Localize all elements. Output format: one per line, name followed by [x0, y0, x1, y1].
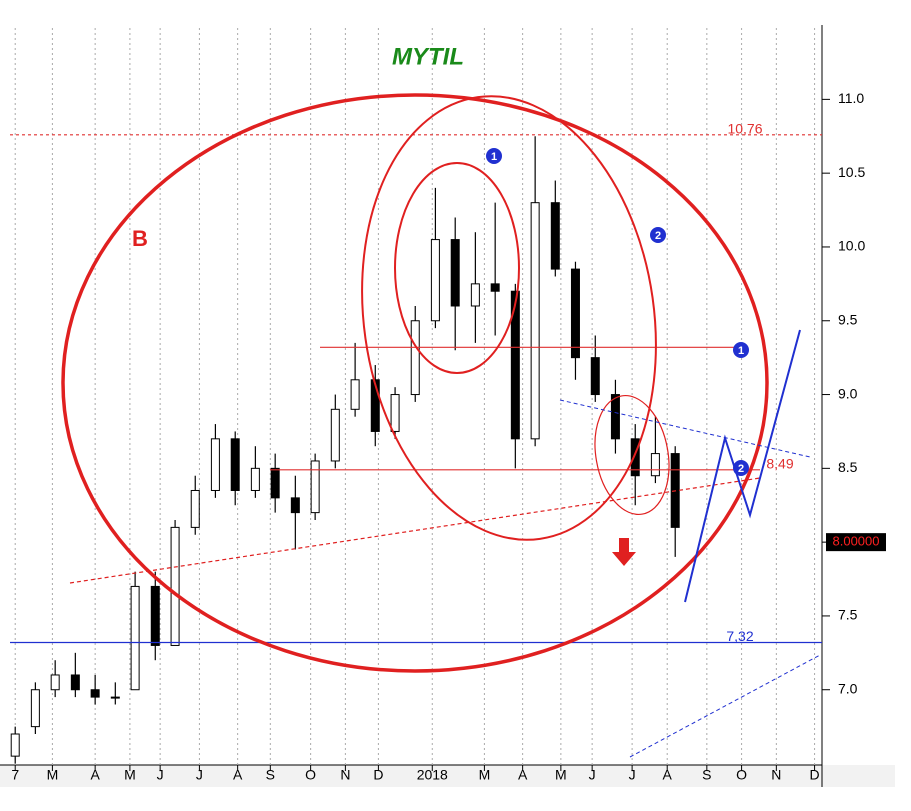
candle-body [530, 202, 540, 440]
arrow-down [612, 538, 636, 566]
candle-body [90, 689, 100, 698]
projection [559, 329, 821, 758]
x-tick-label: M [124, 767, 136, 783]
level-label: 10,76 [727, 120, 762, 136]
candle-body [650, 453, 660, 477]
x-tick-label: 2018 [417, 767, 448, 783]
candle-body [130, 585, 140, 691]
y-tick-label: 7.5 [838, 607, 858, 623]
candle-body [410, 320, 420, 396]
x-tick-label: J [157, 767, 164, 783]
candle-body [570, 268, 580, 359]
y-tick-label: 7.0 [838, 680, 858, 696]
annotation: 1 [738, 345, 744, 357]
candle-body [550, 202, 560, 270]
last-price-box [826, 533, 886, 552]
projection-path [684, 329, 801, 603]
y-tick-label: 10.0 [838, 238, 865, 254]
candle-body [290, 497, 300, 514]
level-label: 8,49 [766, 456, 793, 472]
candle-body [590, 357, 600, 396]
candle-body [50, 674, 60, 691]
chart-title: MYTIL [392, 43, 464, 70]
x-tick-label: M [479, 767, 491, 783]
x-tick-label: A [663, 767, 673, 783]
x-tick-label: M [47, 767, 59, 783]
candle-body [150, 585, 160, 646]
y-tick-label: 8.5 [838, 459, 858, 475]
candle-body [210, 438, 220, 491]
ellipse-inner [394, 162, 520, 374]
ellipse-1 [361, 95, 657, 541]
ellipses [61, 93, 769, 673]
x-tick-label: M [555, 767, 567, 783]
candle-body [190, 489, 200, 528]
annotation-marker [733, 342, 749, 358]
y-tick-label: 11.0 [838, 90, 864, 106]
last-price-label: 8.00000 [833, 534, 880, 549]
x-tick-label: N [771, 767, 781, 783]
candle-body [230, 438, 240, 491]
grid [14, 28, 830, 771]
x-tick-label: A [518, 767, 528, 783]
annotation-marker [733, 460, 749, 476]
candle-body [510, 290, 520, 440]
candle-body [370, 379, 380, 432]
candle-body [630, 438, 640, 477]
level-label: 7,32 [726, 628, 753, 644]
x-tick-label: N [340, 767, 350, 783]
x-tick-label: 7 [11, 767, 19, 783]
candle-body [390, 394, 400, 432]
candle-body [430, 239, 440, 322]
y-tick-label: 10.5 [838, 164, 865, 180]
x-tick-label: A [90, 767, 100, 783]
candle-body [350, 379, 360, 410]
candle-body [10, 733, 20, 757]
candle-body [610, 394, 620, 440]
annotation: B [132, 226, 148, 251]
x-tick-label: J [629, 767, 636, 783]
x-tick-label: J [589, 767, 596, 783]
x-tick-label: D [810, 767, 820, 783]
annotation-marker [486, 148, 502, 164]
ellipse-small [594, 394, 670, 516]
x-tick-label: J [196, 767, 203, 783]
candle-body [270, 467, 280, 499]
x-tick-label: O [736, 767, 747, 783]
x-tick-label: S [702, 767, 711, 783]
annotation: 2 [655, 230, 661, 242]
x-tick-label: D [373, 767, 383, 783]
candle-body [170, 526, 180, 646]
candle-body [110, 696, 120, 699]
y-tick-label: 9.5 [838, 311, 858, 327]
annotation-marker [650, 227, 666, 243]
x-tick-label: A [233, 767, 243, 783]
annotation: 1 [491, 151, 497, 163]
annotations: B 1 2 1 2 [132, 148, 749, 476]
y-tick-label: 9.0 [838, 385, 858, 401]
candle-body [330, 408, 340, 462]
x-tick-label: O [305, 767, 316, 783]
trend-line [69, 477, 761, 584]
x-axis-band [0, 765, 895, 787]
candle-body [470, 283, 480, 307]
candle-body [30, 689, 40, 728]
x-tick-label: S [266, 767, 275, 783]
candles [10, 134, 822, 764]
channel-line [629, 654, 821, 758]
candle-body [250, 467, 260, 491]
annotation: 2 [738, 463, 744, 475]
ellipse-b [61, 93, 769, 673]
candle-body [310, 460, 320, 514]
candle-body [450, 239, 460, 307]
candle-body [490, 283, 500, 292]
candle-body [70, 674, 80, 691]
